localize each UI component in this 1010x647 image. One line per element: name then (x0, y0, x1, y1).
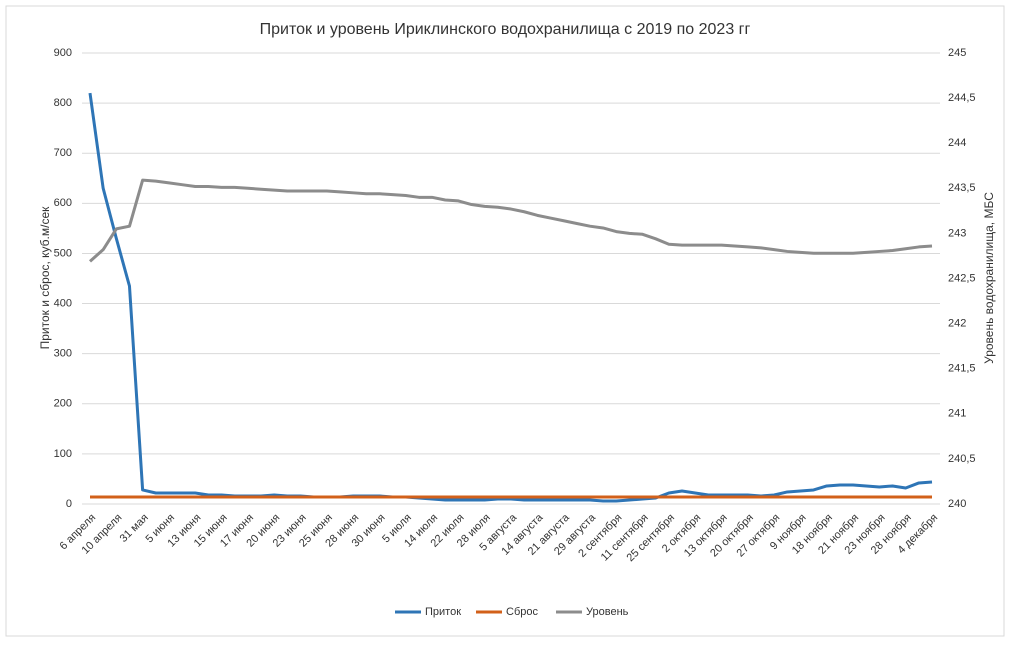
y2-tick-label: 245 (948, 47, 966, 59)
y2-tick-label: 241 (948, 408, 966, 420)
y2-axis-label: Уровень водохранилища, МБС (982, 192, 996, 364)
y2-tick-label: 241,5 (948, 363, 976, 375)
legend-label: Сброс (506, 606, 538, 618)
series-line (89, 178, 933, 263)
y-tick-label: 100 (54, 448, 72, 460)
y2-tick-label: 243,5 (948, 182, 976, 194)
y2-tick-label: 240,5 (948, 453, 976, 465)
y-tick-label: 300 (54, 348, 72, 360)
y2-tick-label: 242,5 (948, 272, 976, 284)
y-tick-label: 600 (54, 197, 72, 209)
y-tick-label: 0 (66, 498, 72, 510)
y2-tick-label: 243 (948, 227, 966, 239)
y-tick-label: 900 (54, 47, 72, 59)
y-tick-label: 200 (54, 398, 72, 410)
y2-tick-label: 244,5 (948, 92, 976, 104)
y-tick-label: 500 (54, 247, 72, 259)
chart-title: Приток и уровень Ириклинского водохранил… (260, 21, 751, 38)
y-tick-label: 800 (54, 97, 72, 109)
chart-area (5, 5, 1005, 637)
y-tick-label: 700 (54, 147, 72, 159)
y-tick-label: 400 (54, 297, 72, 309)
y2-tick-label: 242 (948, 318, 966, 330)
legend-label: Приток (425, 606, 461, 618)
y2-tick-label: 244 (948, 137, 966, 149)
legend-label: Уровень (586, 606, 629, 618)
y-axis-label: Приток и сброс, куб.м/сек (38, 206, 52, 350)
y2-tick-label: 240 (948, 498, 966, 510)
